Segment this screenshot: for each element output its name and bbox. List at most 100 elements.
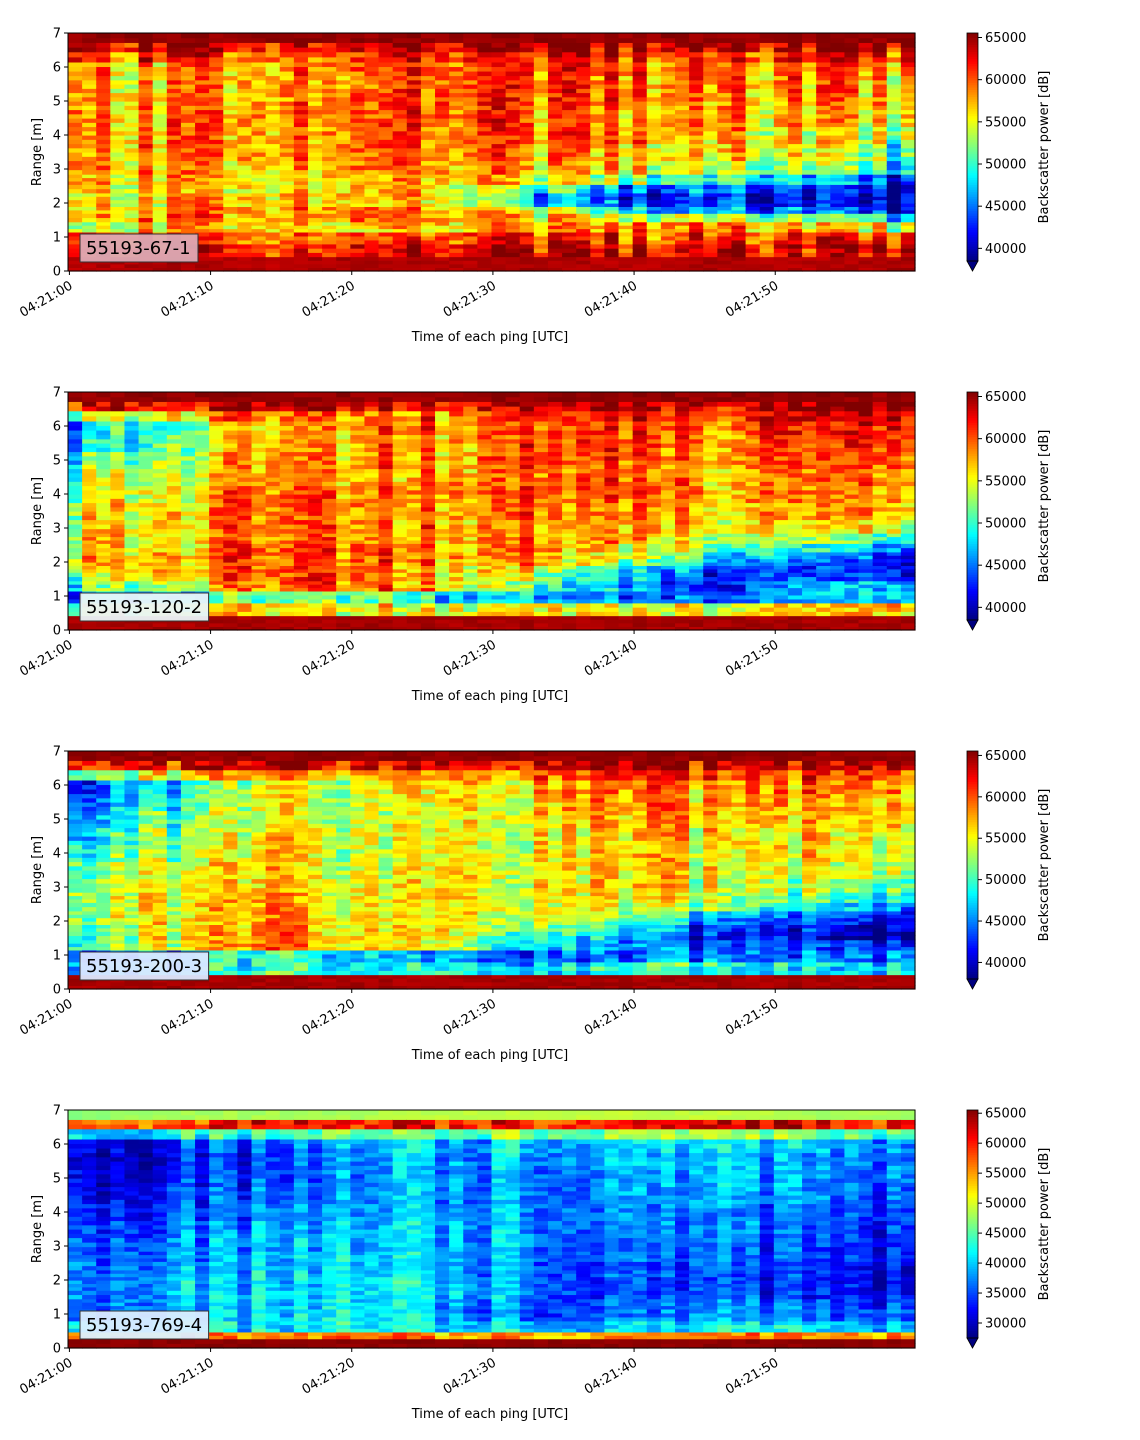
heatmap-cell bbox=[619, 80, 634, 85]
heatmap-cell bbox=[139, 110, 154, 115]
heatmap-cell bbox=[477, 97, 492, 102]
heatmap-cell bbox=[336, 66, 351, 71]
heatmap-cell bbox=[223, 439, 238, 444]
heatmap-cell bbox=[336, 469, 351, 474]
heatmap-cell bbox=[209, 244, 224, 249]
heatmap-cell bbox=[96, 200, 111, 204]
heatmap-cell bbox=[364, 524, 379, 529]
heatmap-cell bbox=[802, 170, 817, 175]
heatmap-cell bbox=[364, 576, 379, 581]
heatmap-cell bbox=[336, 452, 351, 457]
heatmap-cell bbox=[82, 84, 97, 89]
heatmap-cell bbox=[633, 225, 648, 229]
heatmap-cell bbox=[463, 213, 478, 218]
heatmap-cell bbox=[266, 257, 281, 261]
heatmap-cell bbox=[266, 240, 281, 245]
heatmap-cell bbox=[435, 260, 450, 264]
heatmap-cell bbox=[350, 473, 365, 478]
heatmap-cell bbox=[124, 101, 139, 106]
heatmap-cell bbox=[534, 144, 549, 149]
heatmap-cell bbox=[661, 38, 676, 43]
heatmap-cell bbox=[887, 240, 902, 245]
heatmap-cell bbox=[830, 189, 845, 194]
heatmap-cell bbox=[520, 264, 535, 268]
heatmap-cell bbox=[153, 520, 168, 525]
heatmap-cell bbox=[576, 252, 591, 257]
heatmap-cell bbox=[209, 524, 224, 529]
heatmap-cell bbox=[407, 42, 422, 47]
heatmap-cell bbox=[449, 84, 464, 89]
heatmap-cell bbox=[393, 607, 408, 612]
heatmap-cell bbox=[901, 80, 916, 85]
heatmap-cell bbox=[647, 42, 662, 47]
heatmap-cell bbox=[266, 232, 281, 237]
heatmap-cell bbox=[280, 477, 295, 482]
heatmap-cell bbox=[167, 76, 182, 81]
heatmap-cell bbox=[647, 165, 662, 170]
heatmap-cell bbox=[350, 543, 365, 548]
heatmap-cell bbox=[816, 165, 831, 170]
heatmap-cell bbox=[633, 184, 648, 189]
heatmap-cell bbox=[590, 165, 605, 170]
heatmap-cell bbox=[887, 76, 902, 81]
heatmap-cell bbox=[181, 93, 196, 98]
heatmap-cell bbox=[350, 217, 365, 222]
heatmap-cell bbox=[82, 548, 97, 553]
heatmap-cell bbox=[110, 524, 125, 529]
heatmap-cell bbox=[393, 93, 408, 98]
heatmap-cell bbox=[266, 127, 281, 132]
heatmap-cell bbox=[788, 131, 803, 136]
heatmap-cell bbox=[548, 93, 563, 98]
heatmap-cell bbox=[167, 447, 182, 452]
heatmap-cell bbox=[463, 248, 478, 253]
heatmap-cell bbox=[124, 425, 139, 430]
heatmap-cell bbox=[153, 515, 168, 520]
heatmap-cell bbox=[322, 88, 337, 93]
heatmap-cell bbox=[520, 57, 535, 63]
heatmap-cell bbox=[223, 101, 238, 106]
heatmap-cell bbox=[167, 477, 182, 482]
heatmap-cell bbox=[689, 118, 704, 123]
heatmap-cell bbox=[647, 240, 662, 245]
heatmap-cell bbox=[167, 435, 182, 440]
heatmap-cell bbox=[364, 122, 379, 127]
heatmap-cell bbox=[379, 84, 394, 89]
heatmap-cell bbox=[110, 515, 125, 520]
heatmap-cell bbox=[774, 213, 789, 218]
heatmap-cell bbox=[379, 543, 394, 548]
heatmap-cell bbox=[82, 503, 97, 508]
heatmap-cell bbox=[181, 401, 196, 406]
heatmap-cell bbox=[223, 443, 238, 448]
heatmap-cell bbox=[590, 184, 605, 189]
heatmap-cell bbox=[463, 66, 478, 71]
heatmap-cell bbox=[393, 42, 408, 47]
heatmap-cell bbox=[364, 144, 379, 149]
y-tick-label: 1 bbox=[53, 231, 61, 246]
heatmap-cell bbox=[619, 244, 634, 249]
heatmap-cell bbox=[534, 225, 549, 229]
heatmap-cell bbox=[421, 88, 436, 93]
heatmap-cell bbox=[802, 88, 817, 93]
heatmap-cell bbox=[492, 248, 507, 253]
heatmap-cell bbox=[322, 397, 337, 402]
heatmap-cell bbox=[195, 548, 210, 553]
heatmap-cell bbox=[350, 236, 365, 241]
heatmap-cell bbox=[774, 184, 789, 189]
heatmap-cell bbox=[364, 511, 379, 516]
heatmap-cell bbox=[619, 42, 634, 47]
heatmap-cell bbox=[802, 62, 817, 67]
heatmap-cell bbox=[604, 76, 619, 81]
heatmap-cell bbox=[534, 76, 549, 81]
heatmap-cell bbox=[844, 66, 859, 71]
heatmap-cell bbox=[280, 416, 295, 422]
heatmap-cell bbox=[689, 240, 704, 245]
heatmap-cell bbox=[534, 57, 549, 63]
heatmap-cell bbox=[534, 210, 549, 214]
heatmap-cell bbox=[68, 425, 83, 430]
heatmap-cell bbox=[379, 460, 394, 465]
heatmap-cell bbox=[266, 411, 281, 417]
heatmap-cell bbox=[223, 477, 238, 482]
x-tick-label: 04:21:50 bbox=[723, 278, 781, 320]
colorbar-tick-label: 65000 bbox=[985, 31, 1026, 46]
heatmap-cell bbox=[449, 114, 464, 119]
